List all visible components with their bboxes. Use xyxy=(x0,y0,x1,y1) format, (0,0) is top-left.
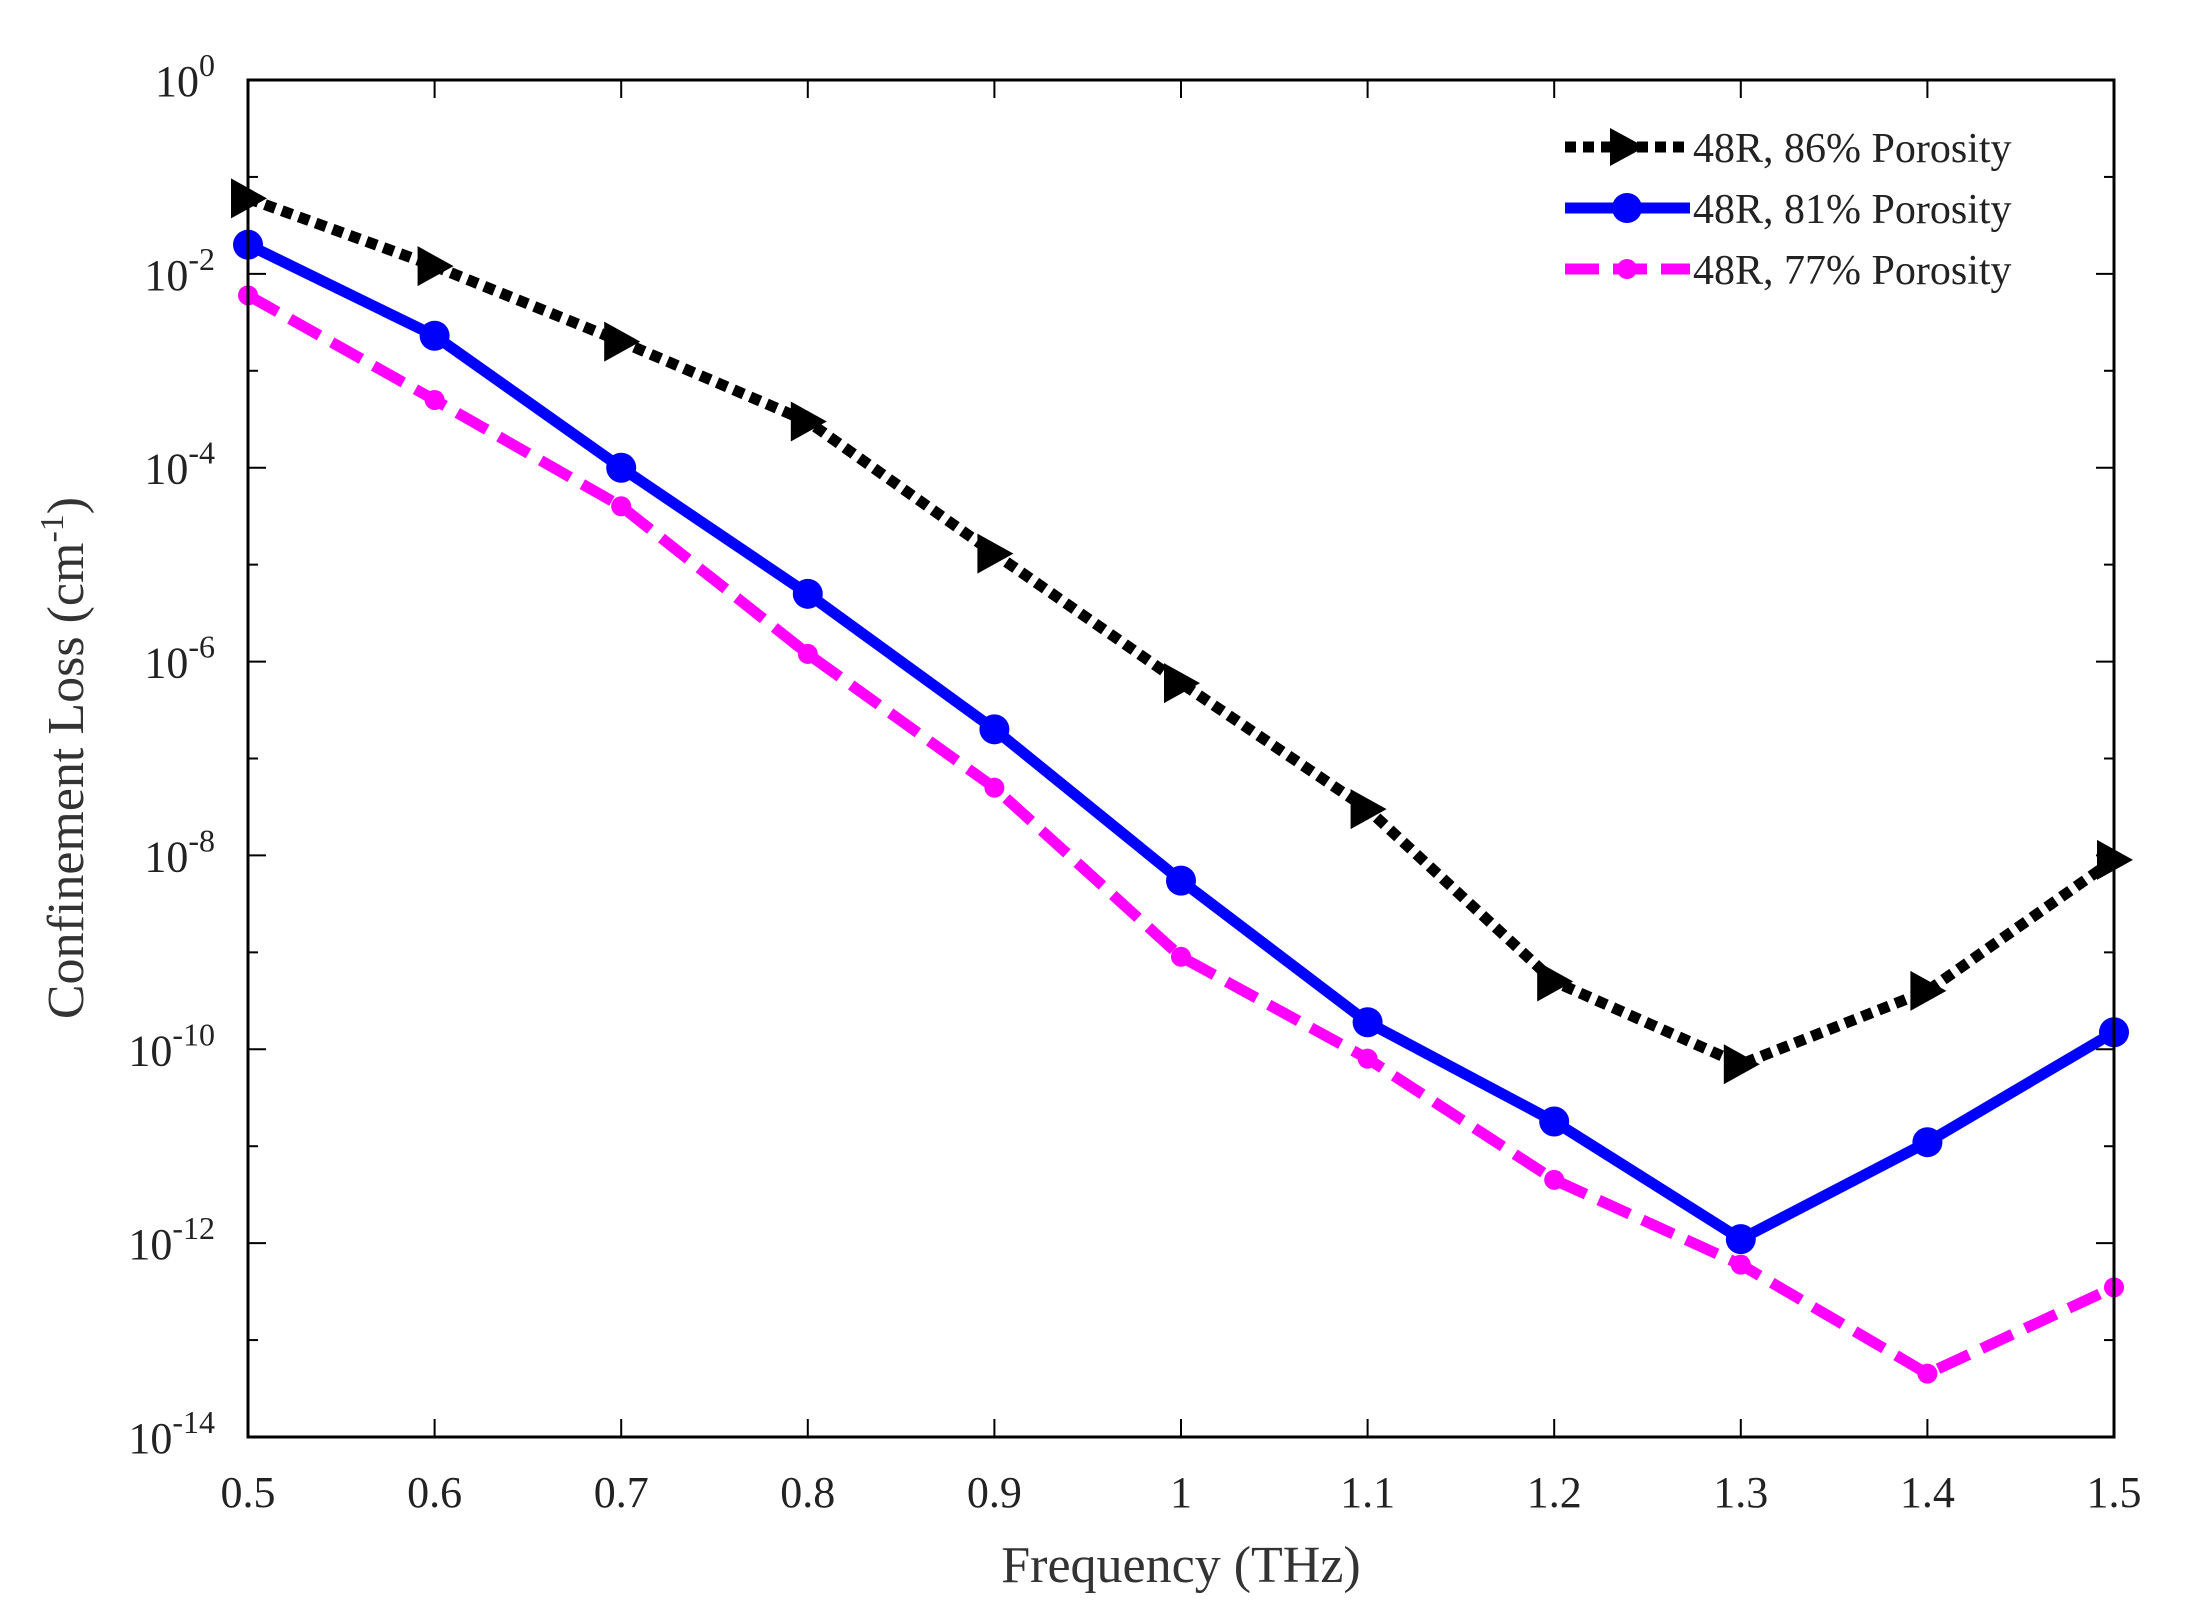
x-tick-label: 0.6 xyxy=(407,1468,462,1517)
y-tick-label: 10-2 xyxy=(144,241,215,300)
y-tick-label: 10-8 xyxy=(144,822,215,881)
data-point xyxy=(984,777,1005,798)
data-point xyxy=(792,578,823,609)
y-tick-base: 10 xyxy=(155,57,199,106)
data-point xyxy=(1539,1106,1570,1137)
y-tick-exponent: -4 xyxy=(188,435,215,471)
x-tick-label: 0.5 xyxy=(221,1468,276,1517)
plot-frame xyxy=(246,78,2116,1439)
y-axis-title-suffix: ) xyxy=(38,497,95,514)
x-tick-label: 1.2 xyxy=(1527,1468,1582,1517)
legend-marker-81 xyxy=(1612,193,1642,223)
legend-marker-77 xyxy=(1617,259,1637,279)
data-point xyxy=(419,320,450,351)
x-tick-label: 1.1 xyxy=(1340,1468,1395,1517)
legend-entry-86: 48R, 86% Porosity xyxy=(1565,126,2012,172)
data-point xyxy=(797,643,818,664)
data-point xyxy=(1166,865,1196,896)
legend-label-81: 48R, 81% Porosity xyxy=(1693,187,2012,233)
data-point xyxy=(424,389,445,410)
y-tick-base: 10 xyxy=(144,639,188,688)
legend-marker-86 xyxy=(1610,128,1645,166)
y-axis-title-main: Confinement Loss (cm xyxy=(38,543,95,1020)
data-point xyxy=(979,714,1010,745)
y-tick-base: 10 xyxy=(128,1220,172,1269)
y-tick-base: 10 xyxy=(128,1414,172,1463)
y-tick-label: 10-4 xyxy=(144,435,215,494)
data-point xyxy=(1723,1044,1760,1085)
y-tick-base: 10 xyxy=(144,445,188,494)
data-point xyxy=(977,533,1014,574)
y-tick-exponent: -8 xyxy=(188,822,215,858)
x-axis-title: Frequency (THz) xyxy=(1001,1537,1361,1594)
legend-entry-81: 48R, 81% Porosity xyxy=(1565,187,2012,233)
y-tick-exponent: -14 xyxy=(172,1404,215,1440)
data-point xyxy=(1730,1254,1751,1275)
series-line xyxy=(246,193,2118,1070)
series-line xyxy=(245,290,2117,1380)
data-point xyxy=(604,321,641,362)
legend: 48R, 86% Porosity 48R, 81% Porosity 48R,… xyxy=(1565,126,2012,294)
y-tick-exponent: -2 xyxy=(188,241,215,277)
series-2 xyxy=(233,229,2129,1255)
data-point xyxy=(1544,1169,1565,1190)
data-point xyxy=(1357,1048,1378,1069)
x-tick-label: 0.8 xyxy=(780,1468,835,1517)
legend-label-86: 48R, 86% Porosity xyxy=(1693,126,2012,172)
x-tick-label: 1.4 xyxy=(1900,1468,1955,1517)
y-tick-exponent: -12 xyxy=(172,1210,215,1246)
y-tick-base: 10 xyxy=(144,251,188,300)
data-point xyxy=(1725,1224,1756,1255)
data-point xyxy=(1912,1127,1943,1158)
y-tick-base: 10 xyxy=(128,1026,172,1075)
y-tick-base: 10 xyxy=(144,832,188,881)
data-point xyxy=(1352,1007,1383,1038)
data-point xyxy=(611,496,632,517)
legend-label-77: 48R, 77% Porosity xyxy=(1693,248,2012,294)
data-point xyxy=(790,401,827,442)
data-point xyxy=(1171,946,1191,967)
y-tick-exponent: -6 xyxy=(188,629,215,665)
data-point xyxy=(1917,1363,1938,1384)
x-tick-labels: 0.5 0.6 0.7 0.8 0.9 1 1.1 1.2 1.3 1.4 1.5 xyxy=(221,1468,2142,1517)
x-tick-label: 1.3 xyxy=(1713,1468,1768,1517)
x-tick-label: 1 xyxy=(1170,1468,1192,1517)
data-point xyxy=(1350,789,1387,830)
y-axis-title: Confinement Loss (cm-1) xyxy=(34,497,95,1019)
series-1 xyxy=(231,178,2133,1085)
data-point xyxy=(1910,970,1947,1011)
x-tick-label: 0.7 xyxy=(594,1468,649,1517)
y-tick-label: 10-14 xyxy=(128,1404,215,1463)
y-axis-title-superscript: -1 xyxy=(34,514,71,542)
data-point xyxy=(1164,663,1200,704)
legend-entry-77: 48R, 77% Porosity xyxy=(1565,248,2012,294)
y-tick-label: 10-12 xyxy=(128,1210,215,1269)
y-tick-label: 100 xyxy=(155,47,215,106)
y-tick-exponent: 0 xyxy=(199,47,215,83)
data-point xyxy=(1537,961,1574,1002)
x-tick-label: 0.9 xyxy=(967,1468,1022,1517)
y-tick-label: 10-10 xyxy=(128,1016,215,1075)
data-point xyxy=(606,452,637,483)
y-tick-label: 10-6 xyxy=(144,629,215,688)
x-tick-label: 1.5 xyxy=(2087,1468,2142,1517)
data-point xyxy=(417,246,454,287)
y-tick-exponent: -10 xyxy=(172,1016,215,1052)
